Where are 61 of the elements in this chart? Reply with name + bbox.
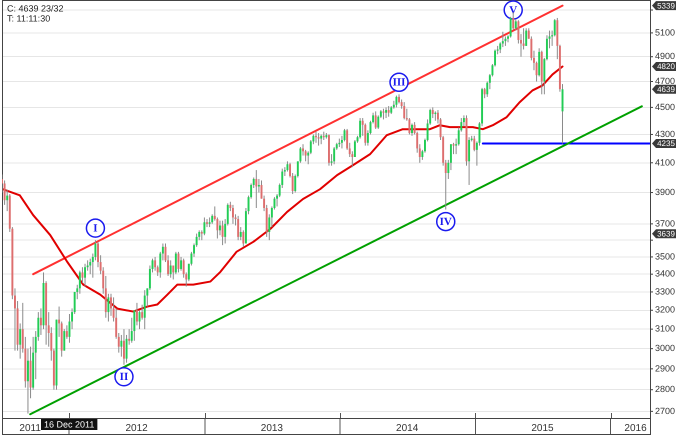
candlestick bbox=[359, 118, 362, 140]
candlestick bbox=[222, 220, 224, 246]
y-tick-label: 4500 bbox=[655, 102, 676, 112]
x-tick-label: 2013 bbox=[260, 422, 284, 434]
candlestick bbox=[84, 263, 86, 288]
candlestick bbox=[136, 302, 138, 326]
candlestick bbox=[208, 216, 211, 228]
y-tick-label: 3900 bbox=[655, 187, 676, 198]
annotation: 4235 bbox=[657, 139, 676, 148]
candlestick bbox=[320, 134, 322, 145]
candlestick bbox=[434, 110, 436, 122]
x-tick-label: 2015 bbox=[531, 422, 554, 434]
candlestick bbox=[255, 170, 258, 208]
candlestick bbox=[395, 95, 398, 108]
y-tick-label: 3200 bbox=[655, 304, 676, 315]
annotation: 5339 bbox=[657, 1, 676, 10]
y-tick-label: 3400 bbox=[655, 268, 676, 279]
y-tick-label: 5100 bbox=[655, 27, 676, 38]
annotation: V bbox=[509, 4, 518, 16]
y-tick-label: 3500 bbox=[655, 251, 676, 262]
candlestick bbox=[232, 204, 234, 224]
candlestick bbox=[177, 251, 180, 273]
candlestick bbox=[63, 328, 66, 352]
candlestick bbox=[374, 110, 377, 130]
annotation: T: 11:11:30 bbox=[7, 13, 50, 24]
annotation: 4820 bbox=[657, 62, 676, 72]
annotation: 3639 bbox=[657, 229, 676, 238]
x-tick-label: 2016 bbox=[624, 422, 648, 434]
text: 16 Dec 2011 bbox=[44, 419, 94, 430]
annotation: III bbox=[392, 76, 406, 89]
y-tick-label: 3000 bbox=[655, 343, 676, 354]
candlestick bbox=[203, 216, 206, 236]
annotation: 4639 bbox=[657, 84, 676, 94]
y-tick-label: 2700 bbox=[655, 406, 676, 416]
y-tick-label: 3100 bbox=[655, 324, 676, 334]
candlestick bbox=[333, 146, 336, 165]
annotation: II bbox=[120, 371, 128, 384]
candlestick bbox=[237, 215, 240, 241]
y-tick-label: 4900 bbox=[655, 51, 676, 62]
candlestick bbox=[122, 328, 125, 366]
x-tick-label: 2011 bbox=[19, 422, 42, 434]
candlestick bbox=[385, 106, 388, 119]
y-tick-label: 3700 bbox=[655, 218, 676, 228]
candlestick bbox=[525, 28, 528, 46]
annotation: C: 4639 23/32 bbox=[7, 3, 64, 14]
candlestick bbox=[388, 106, 390, 118]
candlestick bbox=[318, 132, 320, 146]
y-tick-label: 3300 bbox=[655, 286, 676, 296]
y-tick-label: 2900 bbox=[655, 363, 676, 374]
annotation: I bbox=[93, 222, 98, 235]
candlestick bbox=[403, 102, 406, 120]
x-tick-label: 2014 bbox=[396, 422, 419, 434]
y-tick-label: 4100 bbox=[655, 157, 676, 168]
x-tick-label: 2012 bbox=[125, 422, 148, 434]
candlestick bbox=[510, 16, 512, 38]
y-tick-label: 4300 bbox=[655, 128, 676, 139]
candlestick bbox=[452, 142, 454, 155]
annotation: IV bbox=[440, 216, 452, 228]
y-tick-label: 4700 bbox=[655, 76, 676, 86]
y-tick-label: 2800 bbox=[655, 384, 676, 394]
candlestick bbox=[242, 230, 244, 248]
